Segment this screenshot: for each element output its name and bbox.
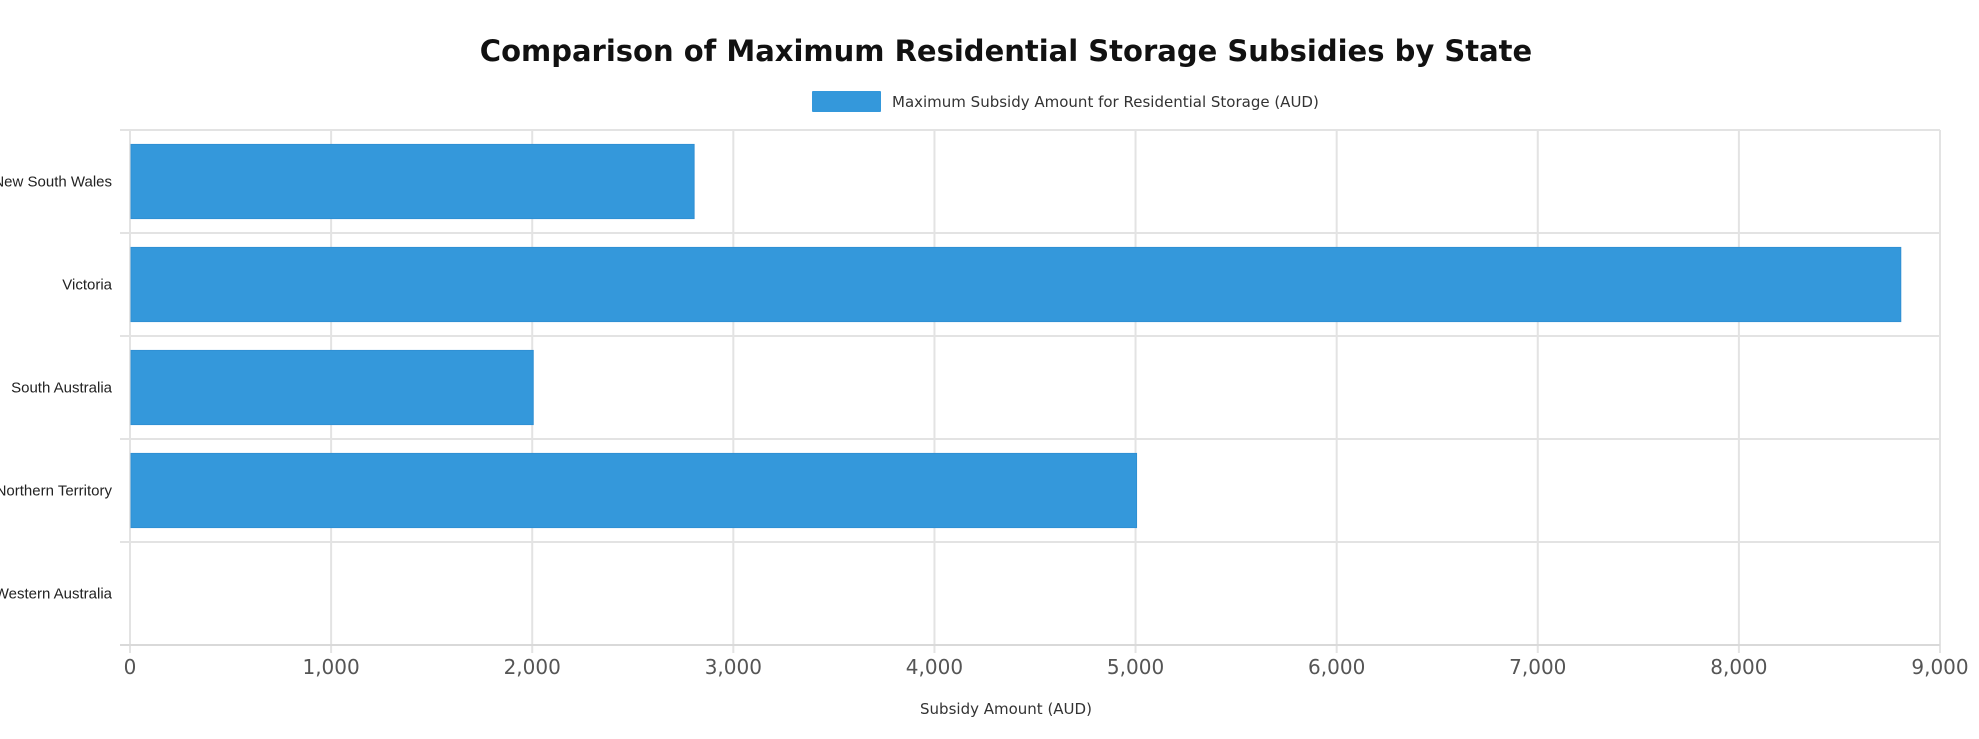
x-axis-title: Subsidy Amount (AUD) xyxy=(920,700,1092,718)
category-label: Western Australia xyxy=(0,586,113,603)
x-tick-label: 6,000 xyxy=(1308,655,1365,679)
category-label: South Australia xyxy=(11,380,113,397)
x-tick-label: 0 xyxy=(124,655,137,679)
x-tick-label: 2,000 xyxy=(504,655,561,679)
category-label: Northern Territory xyxy=(0,483,112,500)
category-label: New South Wales xyxy=(0,174,112,191)
x-tick-label: 8,000 xyxy=(1710,655,1767,679)
x-tick-labels: 0 1,000 2,000 3,000 4,000 5,000 6,000 7,000 8,00… xyxy=(124,655,1969,679)
category-label: Victoria xyxy=(62,277,112,294)
bar[interactable] xyxy=(130,452,1138,529)
bar[interactable] xyxy=(130,246,1902,323)
x-tick-label: 4,000 xyxy=(906,655,963,679)
x-tick-label: 5,000 xyxy=(1107,655,1164,679)
x-tick-label: 7,000 xyxy=(1509,655,1566,679)
legend-label: Maximum Subsidy Amount for Residential S… xyxy=(892,93,1319,111)
legend[interactable]: Maximum Subsidy Amount for Residential S… xyxy=(812,91,1319,112)
bar[interactable] xyxy=(130,143,695,220)
x-tick-label: 3,000 xyxy=(705,655,762,679)
x-tick-label: 9,000 xyxy=(1911,655,1968,679)
bar[interactable] xyxy=(130,349,534,426)
x-tick-label: 1,000 xyxy=(302,655,359,679)
chart-title: Comparison of Maximum Residential Storag… xyxy=(480,34,1532,68)
bars xyxy=(130,143,1902,529)
legend-swatch xyxy=(812,91,881,112)
category-labels: New South Wales Victoria South Australia No… xyxy=(0,174,113,603)
gridlines xyxy=(120,129,1941,653)
